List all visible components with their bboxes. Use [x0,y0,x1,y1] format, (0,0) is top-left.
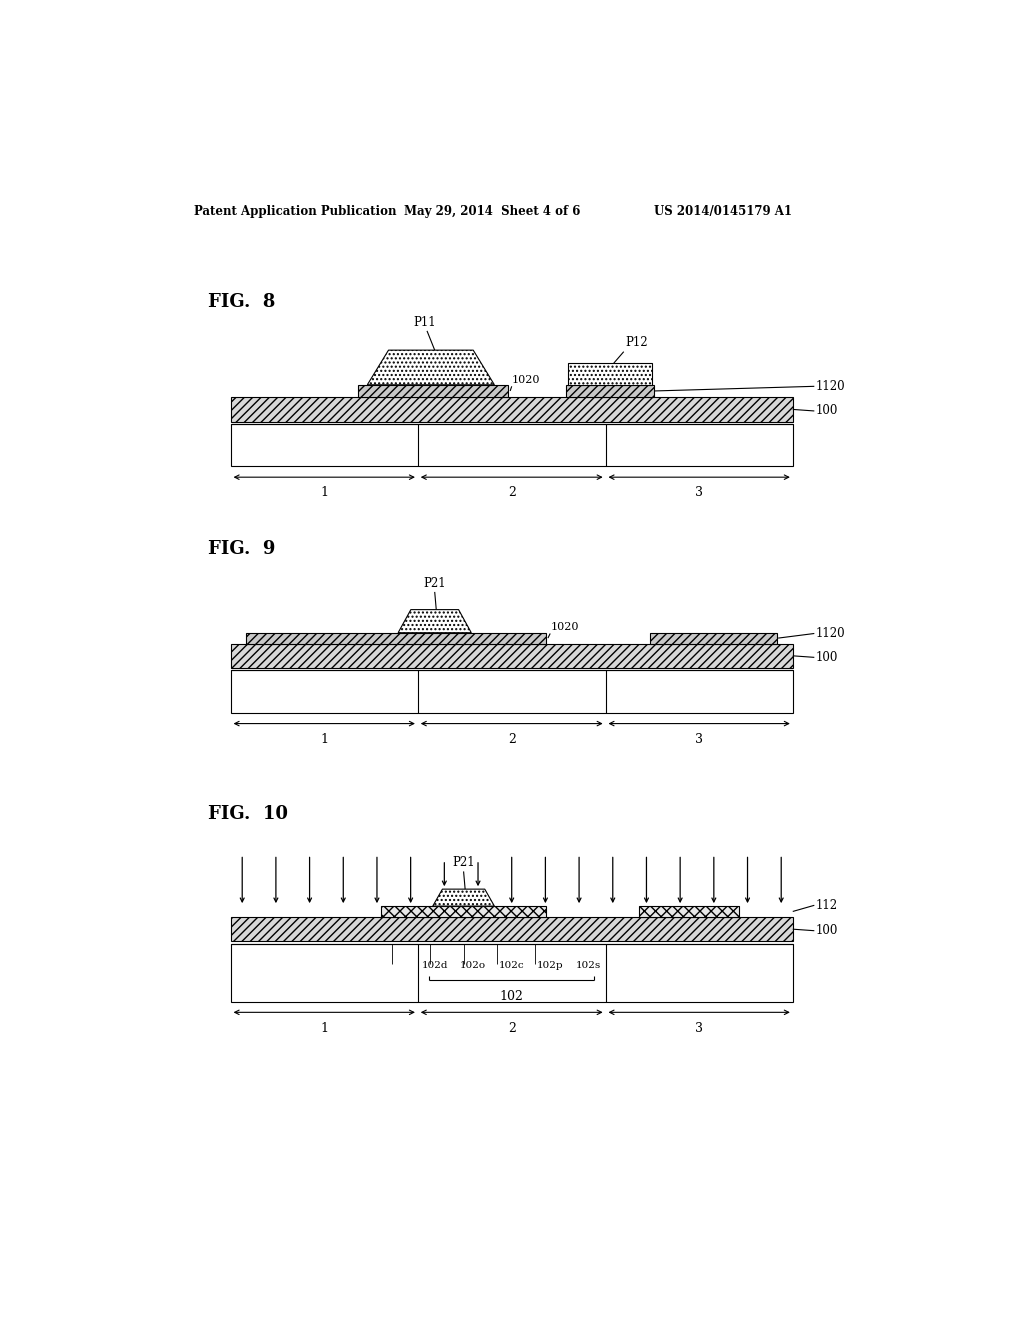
Text: 1120: 1120 [816,627,846,640]
Bar [230,644,793,668]
Bar [230,424,793,466]
Text: 1: 1 [321,487,329,499]
Bar [230,671,793,713]
Text: 1020: 1020 [512,375,541,385]
Text: 102o: 102o [460,961,486,970]
Text: 102d: 102d [422,961,449,970]
Polygon shape [398,610,471,632]
Text: 102p: 102p [537,961,563,970]
Bar [230,397,793,422]
Text: FIG.  10: FIG. 10 [208,805,288,824]
Polygon shape [433,890,495,906]
Text: 1: 1 [321,1022,329,1035]
Bar [565,385,654,397]
Text: US 2014/0145179 A1: US 2014/0145179 A1 [654,205,793,218]
Text: 2: 2 [508,1022,516,1035]
Text: FIG.  8: FIG. 8 [208,293,274,312]
Text: 102s: 102s [577,961,601,970]
Text: Patent Application Publication: Patent Application Publication [194,205,396,218]
Text: 1: 1 [321,733,329,746]
Text: P11: P11 [414,315,436,329]
Text: 100: 100 [816,404,839,417]
Text: 3: 3 [695,733,703,746]
Bar [357,385,508,397]
Text: 100: 100 [816,651,839,664]
Text: 1020: 1020 [550,622,579,632]
Text: P21: P21 [423,577,446,590]
Text: 112: 112 [816,899,838,912]
Text: 3: 3 [695,1022,703,1035]
Polygon shape [368,350,495,385]
Bar [381,906,547,917]
Text: 100: 100 [816,924,839,937]
Bar [230,917,793,941]
Bar [639,906,739,917]
Bar [650,632,777,644]
Bar [568,363,652,385]
Bar [246,632,547,644]
Bar [230,944,793,1002]
Text: P21: P21 [453,857,475,869]
Text: 102c: 102c [499,961,524,970]
Text: 2: 2 [508,733,516,746]
Text: 2: 2 [508,487,516,499]
Text: 102: 102 [500,990,523,1003]
Text: 1120: 1120 [816,380,846,393]
Text: May 29, 2014  Sheet 4 of 6: May 29, 2014 Sheet 4 of 6 [403,205,581,218]
Text: P12: P12 [626,337,648,350]
Text: 3: 3 [695,487,703,499]
Text: FIG.  9: FIG. 9 [208,540,274,557]
